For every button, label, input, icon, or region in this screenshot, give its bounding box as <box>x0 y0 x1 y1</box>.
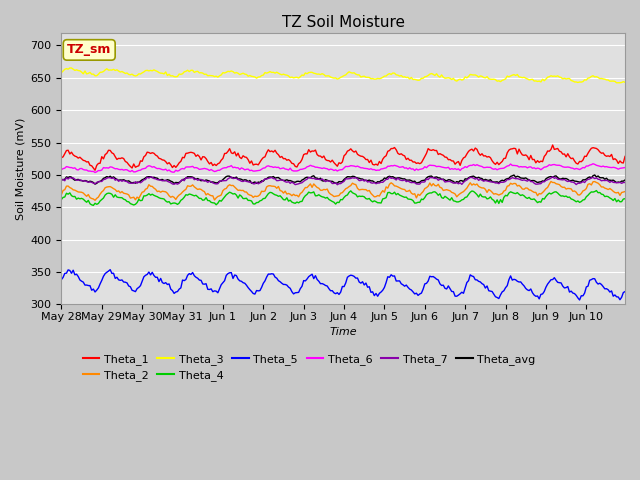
Theta_5 <box>621 288 629 294</box>
Theta_avg <box>376 179 383 185</box>
Theta_1 <box>92 168 99 173</box>
Theta_2 <box>184 183 191 189</box>
Legend: Theta_1, Theta_2, Theta_3, Theta_4, Theta_5, Theta_6, Theta_7, Theta_avg: Theta_1, Theta_2, Theta_3, Theta_4, Thet… <box>78 349 540 386</box>
Theta_5 <box>58 277 65 283</box>
Theta_avg <box>184 174 191 180</box>
Theta_4 <box>184 192 191 198</box>
Theta_1 <box>376 158 383 164</box>
Theta_4 <box>621 196 629 202</box>
Theta_2 <box>92 197 99 203</box>
Theta_7 <box>520 177 528 183</box>
Y-axis label: Soil Moisture (mV): Soil Moisture (mV) <box>15 117 25 220</box>
Theta_4 <box>90 203 97 208</box>
Theta_avg <box>527 178 534 184</box>
Theta_6 <box>527 164 534 170</box>
Line: Theta_2: Theta_2 <box>61 181 625 200</box>
Theta_5 <box>64 267 72 273</box>
Theta_avg <box>58 177 65 182</box>
Theta_6 <box>589 161 597 167</box>
Theta_5 <box>576 297 584 303</box>
Theta_7 <box>64 176 72 182</box>
Theta_4 <box>227 190 235 196</box>
Theta_2 <box>376 193 383 199</box>
Title: TZ Soil Moisture: TZ Soil Moisture <box>282 15 404 30</box>
Theta_avg <box>227 175 235 180</box>
Theta_avg <box>64 175 72 180</box>
Theta_2 <box>64 183 72 189</box>
Theta_7 <box>621 180 629 185</box>
Text: TZ_sm: TZ_sm <box>67 43 111 57</box>
Theta_3 <box>66 65 74 71</box>
Theta_6 <box>520 164 528 169</box>
Theta_7 <box>376 180 383 186</box>
Theta_4 <box>527 196 534 202</box>
Theta_3 <box>520 74 528 80</box>
Theta_7 <box>527 179 534 184</box>
Theta_3 <box>58 70 65 75</box>
Theta_avg <box>621 177 629 183</box>
Theta_1 <box>621 154 629 159</box>
Theta_6 <box>227 163 235 168</box>
Theta_4 <box>58 197 65 203</box>
Theta_6 <box>621 165 629 170</box>
Theta_6 <box>184 164 191 170</box>
Theta_3 <box>527 77 534 83</box>
Theta_7 <box>182 175 189 180</box>
Theta_1 <box>549 142 557 148</box>
Theta_4 <box>376 200 383 205</box>
Line: Theta_avg: Theta_avg <box>61 175 625 184</box>
Theta_1 <box>527 153 534 158</box>
Line: Theta_6: Theta_6 <box>61 164 625 172</box>
Theta_7 <box>226 175 234 181</box>
Theta_4 <box>64 192 72 197</box>
Theta_6 <box>58 167 65 172</box>
Theta_3 <box>227 68 235 74</box>
Line: Theta_1: Theta_1 <box>61 145 625 170</box>
Theta_avg <box>92 181 99 187</box>
Theta_7 <box>58 178 65 183</box>
Theta_6 <box>376 168 383 173</box>
Theta_5 <box>106 267 114 273</box>
Theta_4 <box>520 193 528 199</box>
Theta_avg <box>520 176 528 181</box>
Line: Theta_3: Theta_3 <box>61 68 625 83</box>
Theta_5 <box>527 286 534 292</box>
Theta_6 <box>92 169 99 175</box>
Theta_2 <box>527 187 534 193</box>
Theta_5 <box>520 283 528 289</box>
Theta_3 <box>64 66 72 72</box>
Theta_2 <box>520 186 528 192</box>
Theta_2 <box>227 183 235 189</box>
Theta_2 <box>58 192 65 198</box>
Theta_5 <box>184 273 191 278</box>
Theta_3 <box>376 76 383 82</box>
Theta_3 <box>612 80 620 85</box>
Theta_1 <box>58 155 65 161</box>
Line: Theta_4: Theta_4 <box>61 191 625 205</box>
Theta_1 <box>184 150 191 156</box>
Line: Theta_5: Theta_5 <box>61 270 625 300</box>
Theta_3 <box>621 79 629 85</box>
Theta_2 <box>547 179 555 184</box>
Theta_1 <box>520 153 528 158</box>
Theta_5 <box>227 270 235 276</box>
Theta_4 <box>593 188 600 193</box>
Theta_2 <box>621 189 629 194</box>
Theta_avg <box>591 172 598 178</box>
Line: Theta_7: Theta_7 <box>61 177 625 185</box>
Theta_6 <box>64 164 72 170</box>
Theta_5 <box>376 290 383 296</box>
Theta_1 <box>64 147 72 153</box>
Theta_3 <box>184 67 191 73</box>
Theta_7 <box>333 182 341 188</box>
Theta_1 <box>227 150 235 156</box>
X-axis label: Time: Time <box>330 327 357 337</box>
Theta_7 <box>549 174 557 180</box>
